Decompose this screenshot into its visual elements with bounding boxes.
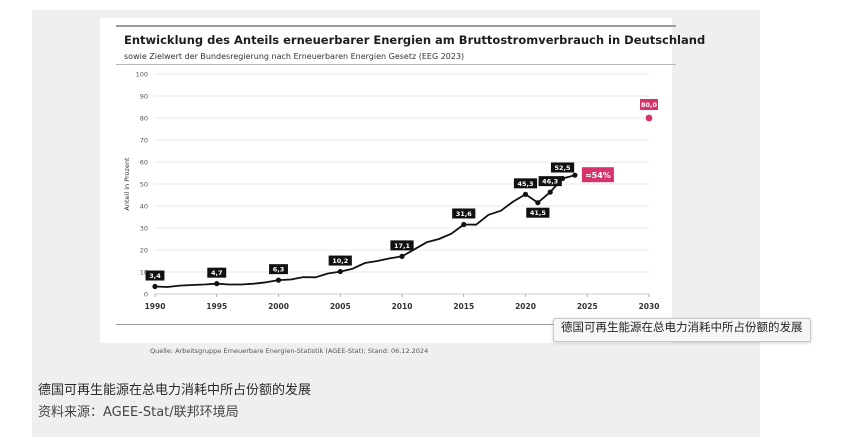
chart-figure xyxy=(100,18,672,343)
data-label-box xyxy=(538,176,562,187)
annotation-box xyxy=(581,167,614,183)
y-tick-label: 0 xyxy=(144,291,148,299)
subtitle-rule xyxy=(116,64,676,65)
data-label: 41,5 xyxy=(530,209,547,217)
data-label-box xyxy=(513,178,538,189)
x-tick-label: 1995 xyxy=(206,302,227,311)
y-tick-label: 30 xyxy=(140,225,148,233)
image-source: 资料来源：AGEE-Stat/联邦环境局 xyxy=(38,405,239,420)
x-tick-label: 2030 xyxy=(639,302,660,311)
data-label: 4,7 xyxy=(211,269,223,277)
x-tick-label: 2005 xyxy=(330,302,351,311)
data-point xyxy=(275,277,282,283)
data-label: 52,5 xyxy=(555,164,572,172)
data-point xyxy=(214,281,220,287)
data-point xyxy=(522,191,529,197)
y-tick-label: 10 xyxy=(140,269,148,277)
data-label: 31,6 xyxy=(456,210,473,218)
data-point xyxy=(399,253,405,259)
data-label-box xyxy=(526,207,550,218)
chart-title: Entwicklung des Anteils erneuerbarer Ene… xyxy=(124,33,706,47)
target-label: 80,0 xyxy=(641,101,658,109)
x-tick-label: 2000 xyxy=(268,302,289,311)
data-point-2024 xyxy=(572,172,578,178)
y-tick-label: 70 xyxy=(140,137,148,145)
x-tick-label: 2025 xyxy=(577,302,598,311)
data-label: 6,3 xyxy=(273,266,285,274)
chart-subtitle: sowie Zielwert der Bundesregierung nach … xyxy=(124,52,465,61)
image-caption: 德国可再生能源在总电力消耗中所占份额的发展 xyxy=(38,383,312,398)
y-tick-label: 100 xyxy=(136,71,148,79)
target-label-box xyxy=(640,99,658,110)
data-point xyxy=(337,268,343,275)
data-point xyxy=(152,283,158,290)
data-label-box xyxy=(145,270,165,281)
data-label: 45,3 xyxy=(517,180,533,188)
x-tick-label: 1990 xyxy=(145,302,166,311)
target-point xyxy=(645,114,653,122)
y-tick-label: 50 xyxy=(140,181,148,189)
x-tick-label: 2020 xyxy=(515,302,536,311)
data-label-box xyxy=(269,264,288,275)
data-label-box xyxy=(207,267,227,278)
data-label: 46,3 xyxy=(542,178,558,186)
y-tick-label: 90 xyxy=(140,93,148,101)
data-label-box xyxy=(452,208,476,219)
data-label-box xyxy=(390,240,414,251)
y-tick-label: 60 xyxy=(140,159,148,167)
data-point xyxy=(535,200,541,206)
data-label: 3,4 xyxy=(149,272,161,280)
x-tick-label: 2015 xyxy=(453,302,474,311)
data-point xyxy=(559,175,566,182)
y-tick-label: 40 xyxy=(140,203,148,211)
data-point xyxy=(547,189,553,195)
top-rule xyxy=(116,25,676,27)
y-tick-label: 20 xyxy=(140,247,148,255)
data-point xyxy=(461,221,467,228)
series-line xyxy=(154,174,576,288)
data-label-box xyxy=(550,162,575,173)
data-label-box xyxy=(328,255,352,266)
image-tooltip: 德国可再生能源在总电力消耗中所占份额的发展 xyxy=(553,318,811,342)
data-label: 17,1 xyxy=(394,242,411,250)
y-axis-label: Anteil in Prozent xyxy=(123,157,131,211)
bottom-rule xyxy=(116,324,676,325)
chart-source-note: Quelle: Arbeitsgruppe Erneuerbare Energi… xyxy=(150,347,429,355)
x-tick-label: 2010 xyxy=(392,302,413,311)
data-label: 10,2 xyxy=(332,257,348,265)
y-tick-label: 80 xyxy=(140,115,148,123)
annotation-label: ≈54% xyxy=(585,171,611,180)
